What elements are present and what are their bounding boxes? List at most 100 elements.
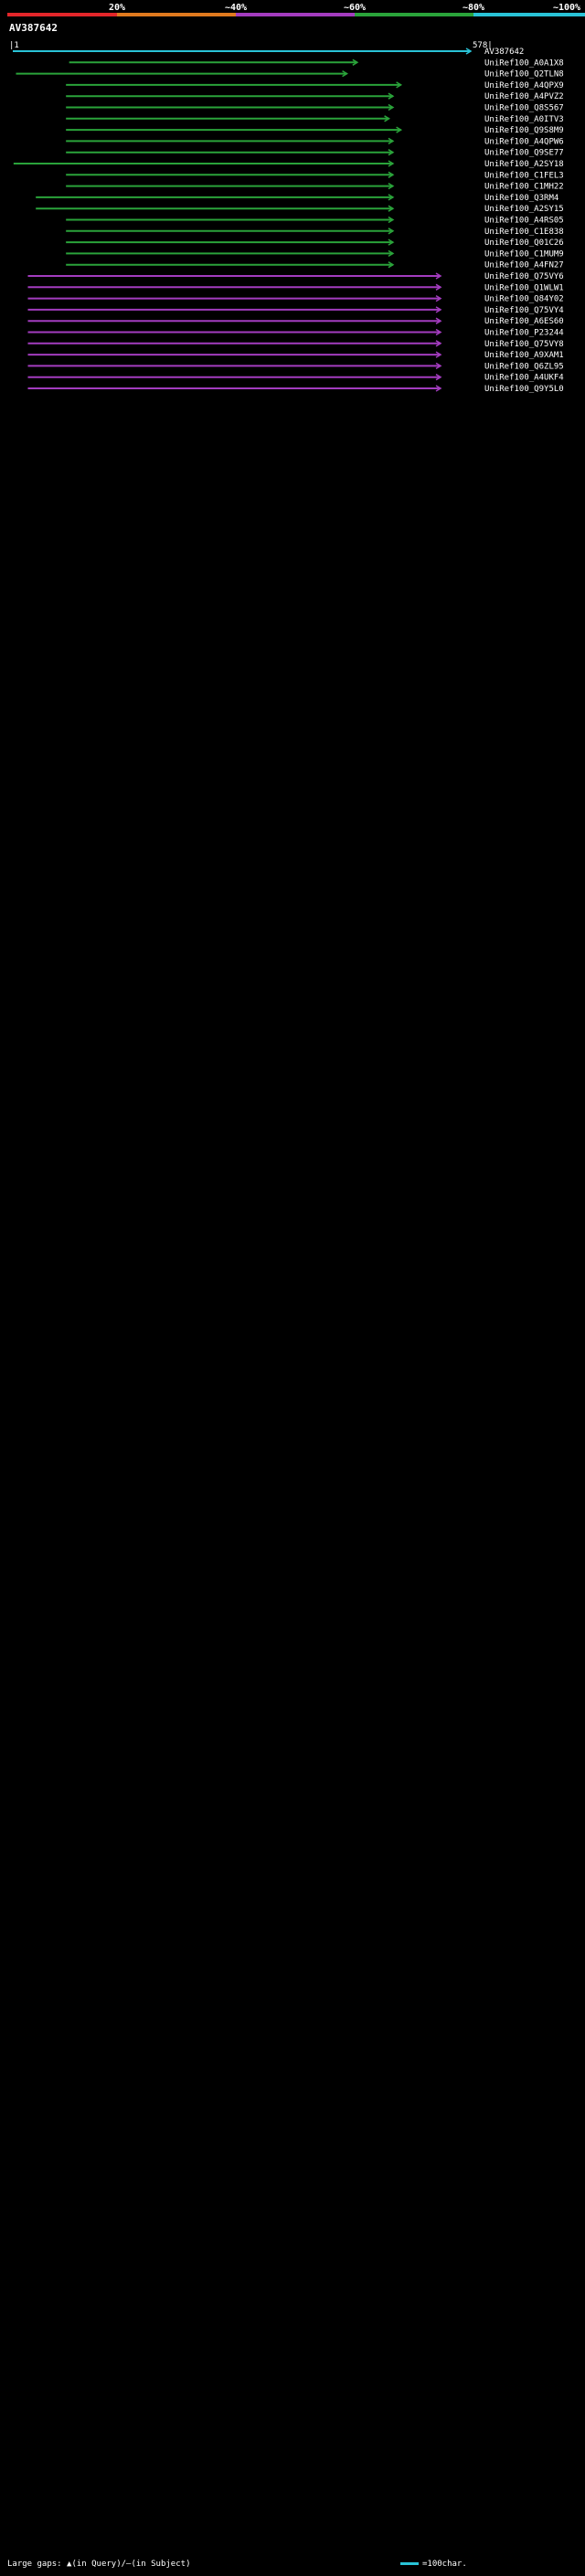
subject-label[interactable]: UniRef100_A2SY18 [484,160,564,169]
alignment-arrow [388,137,395,145]
subject-label[interactable]: UniRef100_A4UKF4 [484,374,564,383]
subject-label[interactable]: AV387642 [484,48,524,57]
alignment-row[interactable]: AV387642 [13,48,524,57]
alignment-arrow [465,48,473,55]
alignment-arrow [388,171,395,178]
subject-label[interactable]: UniRef100_Q01C26 [484,239,564,248]
subject-label[interactable]: UniRef100_A0ITV3 [484,115,564,124]
alignment-row[interactable]: UniRef100_Q75VY8 [27,340,564,349]
alignment-arrow [388,249,395,258]
subject-label[interactable]: UniRef100_Q9SE77 [484,149,564,158]
alignment-arrow [435,362,442,370]
alignment-row[interactable]: UniRef100_A4FN27 [66,261,564,270]
alignment-row[interactable]: UniRef100_A4QPW6 [66,137,564,146]
legend-band-100 [473,13,585,16]
footer: Large gaps: ▲(in Query)/—(in Subject) =1… [7,2560,467,2569]
alignment-row[interactable]: UniRef100_A0A1X8 [69,58,564,68]
alignment-row[interactable]: UniRef100_A9XAM1 [27,351,564,360]
subject-label[interactable]: UniRef100_Q9Y5L0 [484,385,564,394]
scale-legend: =100char. [400,2560,467,2569]
subject-label[interactable]: UniRef100_A4FN27 [484,261,564,270]
alignment-row[interactable]: UniRef100_Q3RM4 [36,194,558,203]
subject-label[interactable]: UniRef100_C1FEL3 [484,171,564,180]
alignment-arrow [388,261,395,269]
subject-label[interactable]: UniRef100_C1MUM9 [484,249,564,259]
subject-label[interactable]: UniRef100_P23244 [484,329,564,338]
scale-label: =100char. [422,2560,467,2569]
alignment-row[interactable]: UniRef100_Q9S8M9 [66,126,564,135]
alignment-row[interactable]: UniRef100_Q84Y02 [27,295,564,304]
alignment-row[interactable]: UniRef100_A4QPX9 [66,81,564,90]
alignment-row[interactable]: UniRef100_A4PVZ2 [66,92,564,101]
subject-label[interactable]: UniRef100_A6ES60 [484,317,564,326]
alignment-row[interactable]: UniRef100_C1E838 [66,228,564,237]
subject-label[interactable]: UniRef100_C1E838 [484,228,564,237]
alignment-arrow [435,351,442,358]
alignment-row[interactable]: UniRef100_Q2TLN8 [16,70,564,80]
subject-label[interactable]: UniRef100_Q75VY4 [484,306,564,315]
subject-label[interactable]: UniRef100_C1MH22 [484,183,564,192]
subject-label[interactable]: UniRef100_Q2TLN8 [484,70,564,80]
subject-label[interactable]: UniRef100_A4QPW6 [484,137,564,146]
alignment-row[interactable]: UniRef100_Q75VY4 [27,306,564,315]
subject-label[interactable]: UniRef100_A4RS05 [484,217,564,226]
query-end-label: 578| [473,41,493,50]
subject-label[interactable]: UniRef100_A4PVZ2 [484,92,564,101]
alignment-arrow [435,306,442,313]
alignment-arrow [388,103,395,111]
legend-band-40 [117,13,236,16]
alignment-arrow [388,216,395,224]
alignment-arrow [388,149,395,156]
alignment-row[interactable]: UniRef100_A6ES60 [27,317,564,326]
subject-label[interactable]: UniRef100_Q75VY6 [484,272,564,281]
alignment-arrow [388,205,395,212]
alignment-arrow [396,81,403,89]
alignment-arrow [435,340,442,347]
alignment-arrow [352,58,359,66]
alignment-row[interactable]: UniRef100_C1MH22 [66,183,564,192]
legend-tick-60: ~60% [344,3,366,13]
alignment-arrow [396,126,403,133]
subject-label[interactable]: UniRef100_Q9S8M9 [484,126,564,135]
subject-label[interactable]: UniRef100_Q75VY8 [484,340,564,349]
alignment-row[interactable]: UniRef100_A0ITV3 [66,115,564,124]
alignment-arrow [388,194,395,201]
legend-band-60 [236,13,355,16]
gaps-legend: Large gaps: ▲(in Query)/—(in Subject) [7,2560,191,2569]
alignment-row[interactable]: UniRef100_A2SY15 [36,205,564,214]
subject-label[interactable]: UniRef100_Q8S567 [484,104,564,113]
subject-label[interactable]: UniRef100_A2SY15 [484,205,564,214]
legend-band-20 [7,13,117,16]
alignment-row[interactable]: UniRef100_A2SY18 [13,160,564,169]
alignment-row[interactable]: UniRef100_Q8S567 [66,104,564,113]
alignment-row[interactable]: UniRef100_A4RS05 [66,217,564,226]
alignment-arrow [435,272,442,280]
subject-label[interactable]: UniRef100_A4QPX9 [484,81,564,90]
alignment-arrow [388,182,395,190]
alignment-row[interactable]: UniRef100_A4UKF4 [27,374,564,383]
subject-label[interactable]: UniRef100_Q6ZL95 [484,362,564,371]
alignment-row[interactable]: UniRef100_Q75VY6 [27,272,564,281]
subject-label[interactable]: UniRef100_Q3RM4 [484,194,558,203]
legend-tick-100: ~100% [553,3,580,13]
subject-label[interactable]: UniRef100_A0A1X8 [484,58,564,68]
subject-label[interactable]: UniRef100_A9XAM1 [484,351,564,360]
alignment-row[interactable]: UniRef100_Q1WLW1 [27,283,564,292]
subject-label[interactable]: UniRef100_Q84Y02 [484,295,564,304]
subject-label[interactable]: UniRef100_Q1WLW1 [484,283,564,292]
alignment-arrow [388,92,395,100]
alignment-row[interactable]: UniRef100_Q6ZL95 [27,362,564,371]
alignment-arrow [388,160,395,167]
identity-legend-bar: 20% ~40% ~60% ~80% ~100% [7,3,585,16]
alignment-row[interactable]: UniRef100_Q9SE77 [66,149,564,158]
alignment-row[interactable]: UniRef100_Q01C26 [66,239,564,248]
legend-tick-40: ~40% [225,3,247,13]
scale-swatch [400,2562,419,2565]
alignment-row[interactable]: UniRef100_P23244 [27,329,564,338]
alignment-arrow [435,374,442,381]
query-title: AV387642 [9,22,58,34]
alignment-row[interactable]: UniRef100_C1MUM9 [66,249,564,259]
alignment-row[interactable]: UniRef100_Q9Y5L0 [27,385,564,394]
alignment-row[interactable]: UniRef100_C1FEL3 [66,171,564,180]
